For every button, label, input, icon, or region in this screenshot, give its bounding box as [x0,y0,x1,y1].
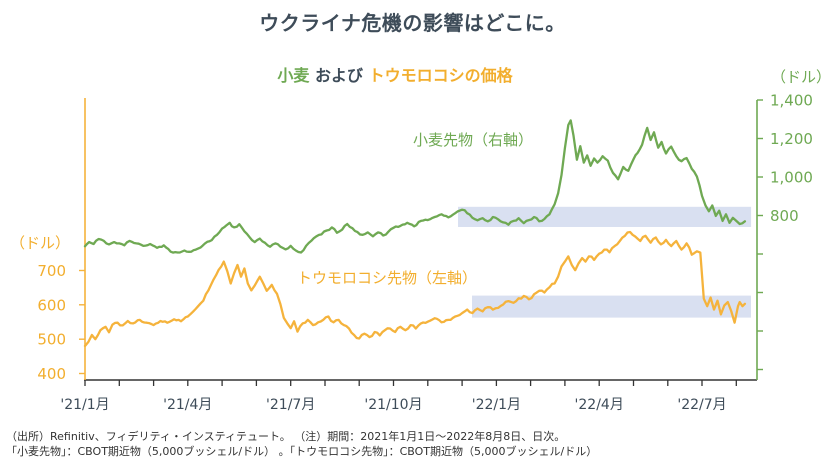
left-axis-tick-label: 700 [37,262,66,280]
chart-title-separator: および [309,66,369,85]
right-axis-unit-label: （ドル） [771,68,825,86]
corn-price-line [83,230,747,348]
chart-title-wheat: 小麦 [277,66,310,85]
x-axis-tick-label: '21/10月 [364,397,422,413]
source-note: （出所）Refinitiv、フィデリティ・インスティテュート。 （注）期間：20… [6,430,566,443]
left-axis-tick-label: 500 [37,331,66,349]
corn-highlight-band [472,295,751,318]
left-axis-tick-label: 600 [37,296,66,314]
wheat-highlight-band [458,206,752,227]
page-title: ウクライナ危機の影響はどこに。 [259,11,566,35]
right-axis-tick-label: 800 [770,207,799,225]
left-axis-unit-label: （ドル） [10,234,71,252]
wheat-series-label: 小麦先物（右軸） [413,131,534,149]
right-axis-tick-label: 1,400 [770,92,813,110]
x-axis-tick-label: '22/7月 [677,397,726,413]
right-axis-tick-label: 1,200 [770,130,813,148]
x-axis-tick-label: '21/4月 [163,397,212,413]
contract-note: 「小麦先物」：CBOT期近物（5,000ブッシェル/ドル） 。「トウモロコシ先物… [6,445,598,458]
x-axis-tick-label: '21/1月 [60,397,109,413]
chart-title-corn: トウモロコシの価格 [368,66,513,85]
x-axis-tick-label: '22/4月 [575,397,624,413]
wheat-price-line [83,119,747,254]
x-axis-tick-label: '22/1月 [472,397,521,413]
right-axis-tick-label: 1,000 [770,169,813,187]
x-axis-tick-label: '21/7月 [266,397,315,413]
corn-series-label: トウモロコシ先物（左軸） [297,269,478,287]
chart-title: 小麦 および トウモロコシの価格 [0,62,790,86]
left-axis-tick-label: 400 [37,365,66,383]
